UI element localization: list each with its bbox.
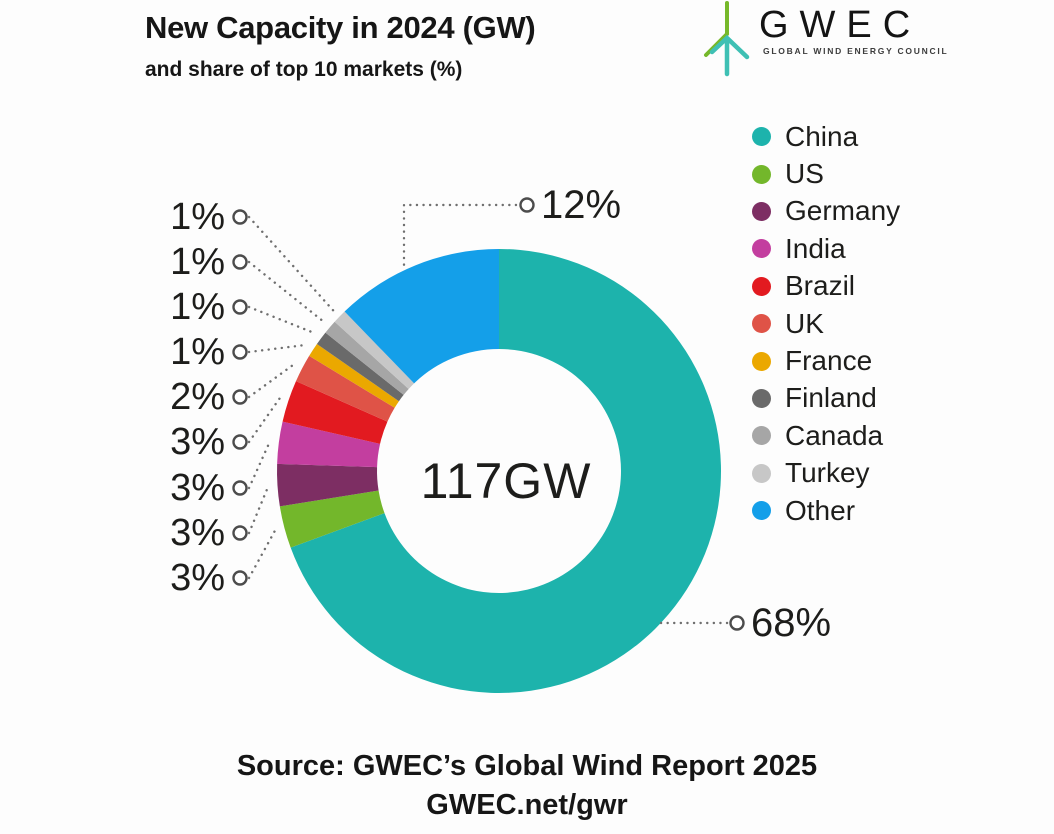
leader-dot-marker [232,570,248,586]
leader-dot-marker [232,434,248,450]
wind-turbine-icon [704,1,750,77]
pct-label-germany: 3% [170,512,225,554]
legend-item-canada: Canada [752,417,900,454]
page-subtitle: and share of top 10 markets (%) [145,58,463,81]
leader-dot-marker [232,389,248,405]
leader-dot-marker [232,525,248,541]
pct-label-us: 3% [170,557,225,599]
pct-label-other: 12% [541,183,621,227]
legend-item-france: France [752,342,900,379]
legend-label: Other [785,494,856,526]
legend-color-dot [752,501,771,521]
legend-item-india: India [752,230,900,267]
pie-slice-china [290,249,721,693]
leader-line-france [247,343,307,354]
pct-label-finland: 1% [170,286,225,328]
legend-item-uk: UK [752,305,900,342]
legend-color-dot [752,127,771,147]
leader-line-india [247,440,272,490]
legend-item-brazil: Brazil [752,268,900,305]
gwec-logo-tagline: GLOBAL WIND ENERGY COUNCIL [763,46,949,56]
pie-slice-us [279,490,385,548]
legend-item-china: China [752,118,900,155]
legend-item-other: Other [752,492,900,529]
legend-color-dot [752,426,771,446]
legend-color-dot [752,351,771,371]
legend-item-finland: Finland [752,380,900,417]
pie-slice-uk [296,355,395,422]
legend-label: Turkey [785,457,870,489]
leader-line-brazil [247,397,281,444]
legend-item-turkey: Turkey [752,455,900,492]
legend-item-germany: Germany [752,193,900,230]
pie-slice-germany [277,463,379,507]
pct-label-india: 3% [170,467,225,509]
pie-slice-brazil [282,381,388,444]
leader-line-turkey [247,215,335,312]
source-line: Source: GWEC’s Global Wind Report 2025 [236,750,818,782]
leader-dot-marker [232,299,248,315]
page-title: New Capacity in 2024 (GW) [145,10,536,45]
leader-line-finland [247,305,316,335]
donut-center-total: 117GW [421,453,592,509]
pct-label-france: 1% [170,331,225,373]
pie-slice-other [344,249,499,384]
leader-line-us [247,528,277,580]
leader-dot-marker [232,344,248,360]
legend-color-dot [752,201,771,221]
pie-slice-turkey [334,311,415,389]
legend-color-dot [752,388,771,408]
pct-label-uk: 2% [170,376,225,418]
pct-label-canada: 1% [170,241,225,283]
leader-dot-marker [232,209,248,225]
gwec-logo: GWEC GLOBAL WIND ENERGY COUNCIL [697,0,952,78]
leader-dot-marker [232,480,248,496]
leader-line-uk [247,362,296,399]
leader-dot-marker [519,197,535,213]
legend-color-dot [752,276,771,296]
pie-slice-india [277,421,381,468]
pct-label-china: 68% [751,601,831,645]
legend-color-dot [752,463,771,483]
pct-label-turkey: 1% [170,196,225,238]
source-url: GWEC.net/gwr [426,789,628,821]
legend-label: Germany [785,195,901,227]
legend-label: India [785,232,846,264]
pct-label-brazil: 3% [170,421,225,463]
leader-dot-marker [729,615,745,631]
legend-label: France [785,345,873,377]
legend-color-dot [752,239,771,259]
legend-label: Finland [785,382,877,414]
legend-label: Canada [785,419,884,451]
legend-label: US [785,158,824,190]
pie-slice-france [309,343,399,408]
leader-line-canada [247,260,325,323]
legend-color-dot [752,164,771,184]
pie-slice-finland [316,332,404,402]
chart-legend: China US Germany India Brazil UK France Finland… [752,118,900,529]
legend-label: China [785,120,859,152]
leader-line-germany [247,484,270,535]
legend-label: UK [785,307,824,339]
legend-label: Brazil [785,270,856,302]
gwec-logo-text: GWEC [759,4,922,46]
leader-line-other [402,203,518,268]
pie-slice-canada [325,321,409,395]
legend-item-us: US [752,155,900,192]
legend-color-dot [752,314,771,334]
leader-dot-marker [232,254,248,270]
